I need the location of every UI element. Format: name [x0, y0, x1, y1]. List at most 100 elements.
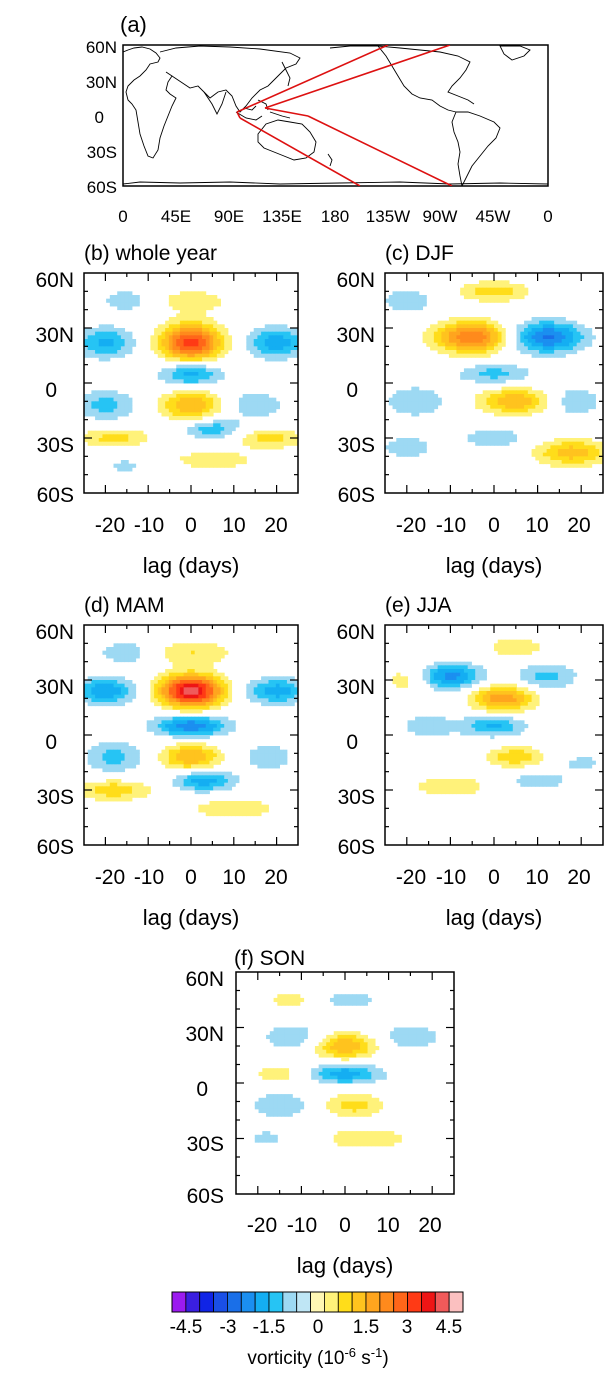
heatmap-cell: [124, 643, 129, 648]
heatmap-cell: [400, 438, 405, 443]
heatmap-cell: [124, 647, 129, 652]
heatmap-cell: [345, 1094, 350, 1099]
heatmap-cell: [154, 687, 159, 692]
heatmap-cell: [322, 1068, 327, 1073]
heatmap-cell: [205, 372, 210, 377]
heatmap-cell: [303, 1027, 308, 1032]
heatmap-cell: [87, 401, 92, 406]
heatmap-cell: [535, 694, 540, 699]
heatmap-cell: [139, 793, 144, 798]
heatmap-cell: [179, 375, 185, 380]
heatmap-cell: [509, 639, 514, 644]
heatmap-cell: [418, 720, 424, 725]
heatmap-cell: [176, 408, 181, 413]
heatmap-cell: [505, 394, 510, 399]
heatmap-cell: [264, 698, 269, 703]
heatmap-cell: [131, 430, 137, 435]
heatmap-cell: [124, 654, 129, 659]
heatmap-cell: [128, 339, 133, 344]
heatmap-cell: [345, 1038, 350, 1043]
heatmap-cell: [367, 1138, 372, 1143]
heatmap-cell: [494, 397, 499, 402]
heatmap-cell: [437, 335, 442, 340]
heatmap-cell: [165, 368, 170, 373]
heatmap-cell: [396, 295, 401, 300]
heatmap-cell: [209, 694, 214, 699]
heatmap-cell: [213, 804, 218, 809]
heatmap-cell: [250, 405, 255, 410]
heatmap-cell: [542, 324, 548, 329]
heatmap-cell: [154, 676, 159, 681]
heatmap-cell: [275, 441, 280, 446]
heatmap-cell: [87, 691, 92, 696]
heatmap-cell: [275, 342, 280, 347]
heatmap-cell: [326, 1071, 331, 1077]
heatmap-cell: [397, 1031, 402, 1036]
heatmap-cell: [400, 449, 405, 454]
heatmap-cell: [516, 287, 521, 292]
heatmap-cell: [131, 339, 137, 344]
heatmap-cell: [191, 309, 196, 314]
heatmap-cell: [191, 771, 196, 776]
heatmap-cell: [91, 764, 96, 769]
heatmap-cell: [448, 665, 454, 670]
heatmap-cell: [471, 284, 476, 289]
heatmap-cell: [202, 375, 207, 380]
heatmap-cell: [337, 1034, 342, 1040]
heatmap-cell: [482, 672, 487, 677]
heatmap-cell: [531, 749, 536, 754]
heatmap-cell: [475, 317, 480, 322]
heatmap-cell: [238, 456, 244, 461]
heatmap-cell: [430, 676, 435, 681]
heatmap-cell: [501, 295, 506, 300]
heatmap-cell: [527, 390, 533, 395]
heatmap-cell: [352, 997, 357, 1003]
heatmap-cell: [418, 408, 424, 413]
heatmap-cell: [194, 295, 199, 300]
heatmap-cell: [430, 720, 435, 725]
heatmap-cell: [113, 463, 118, 468]
heatmap-cell: [294, 353, 299, 358]
heatmap-cell: [216, 298, 221, 303]
heatmap-cell: [542, 445, 548, 450]
heatmap-cell: [106, 335, 111, 340]
heatmap-cell: [539, 676, 544, 681]
heatmap-cell: [216, 753, 221, 758]
heatmap-cell: [460, 661, 465, 666]
heatmap-cell: [407, 408, 412, 413]
heatmap-cell: [179, 720, 185, 725]
heatmap-cell: [202, 306, 207, 311]
heatmap-cell: [397, 1138, 402, 1143]
heatmap-cell: [281, 1042, 286, 1047]
heatmap-cell: [257, 757, 262, 762]
heatmap-cell: [87, 353, 92, 358]
heatmap-cell: [520, 390, 525, 395]
heatmap-cell: [516, 757, 521, 762]
heatmap-cell: [411, 397, 416, 402]
heatmap-cell: [407, 306, 412, 311]
heatmap-cell: [98, 401, 103, 406]
heatmap-cell: [524, 779, 529, 784]
heatmap-cell: [348, 1049, 353, 1054]
heatmap-cell: [213, 401, 218, 406]
heatmap-cell: [176, 397, 181, 402]
heatmap-cell: [95, 797, 100, 802]
heatmap-cell: [475, 727, 480, 732]
heatmap-cell: [535, 669, 540, 674]
heatmap-cell: [422, 390, 427, 395]
heatmap-cell: [512, 757, 517, 762]
heatmap-cell: [87, 331, 92, 336]
heatmap-cell: [168, 372, 173, 377]
heatmap-cell: [565, 460, 570, 465]
heatmap-cell: [286, 339, 292, 344]
heatmap-cell: [587, 460, 593, 465]
heatmap-cell: [482, 339, 487, 344]
heatmap-cell: [205, 408, 210, 413]
heatmap-cell: [345, 1108, 350, 1114]
heatmap-cell: [95, 790, 100, 795]
heatmap-cell: [326, 1042, 331, 1047]
heatmap-cell: [257, 397, 262, 402]
heatmap-cell: [264, 434, 269, 439]
heatmap-cell: [554, 672, 559, 677]
heatmap-cell: [371, 1075, 376, 1080]
